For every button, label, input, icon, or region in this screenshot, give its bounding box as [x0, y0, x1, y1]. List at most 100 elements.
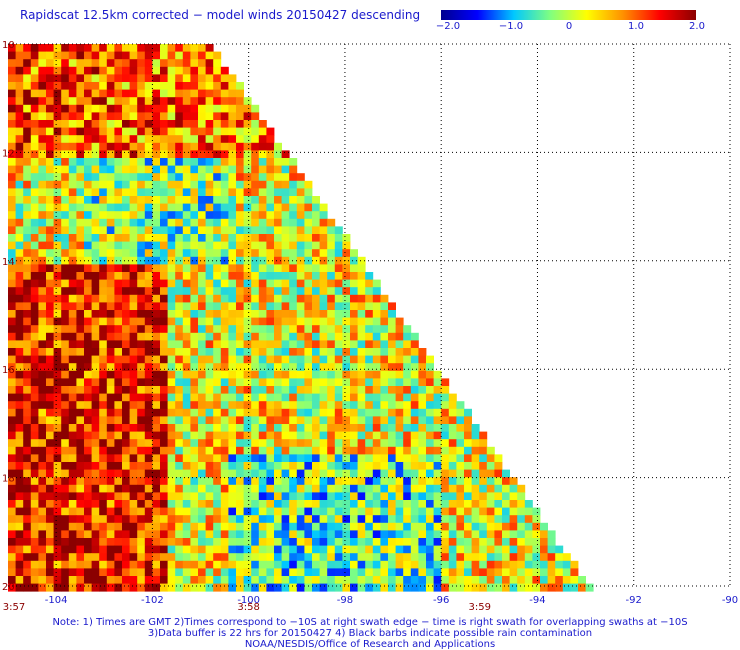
swath-cell	[327, 348, 336, 356]
swath-cell	[289, 302, 298, 311]
swath-cell	[448, 462, 457, 470]
swath-cell	[175, 416, 184, 425]
swath-time-label: 3:57	[3, 602, 25, 613]
swath-cell	[175, 454, 184, 463]
swath-cell	[106, 348, 115, 356]
swath-cell	[532, 583, 541, 592]
swath-cell	[144, 469, 153, 478]
swath-cell	[296, 241, 305, 250]
swath-cell	[395, 416, 404, 425]
swath-cell	[167, 51, 176, 60]
swath-cell	[426, 545, 434, 554]
swath-cell	[372, 355, 381, 364]
swath-cell	[319, 530, 328, 539]
swath-cell	[30, 530, 39, 539]
swath-cell	[91, 249, 100, 258]
swath-cell	[296, 515, 305, 524]
swath-cell	[15, 431, 24, 440]
swath-cell	[38, 462, 47, 470]
swath-cell	[61, 211, 70, 220]
swath-cell	[274, 378, 282, 387]
swath-cell	[152, 120, 161, 128]
swath-cell	[8, 576, 16, 584]
swath-cell	[258, 196, 267, 204]
swath-cell	[304, 241, 313, 250]
swath-cell	[334, 462, 343, 470]
swath-cell	[342, 256, 351, 265]
swath-cell	[243, 386, 252, 394]
swath-cell	[350, 500, 358, 508]
swath-cell	[106, 317, 115, 326]
swath-cell	[190, 348, 199, 356]
swath-cell	[76, 538, 85, 546]
swath-cell	[296, 439, 305, 448]
swath-cell	[448, 446, 457, 455]
swath-cell	[327, 462, 336, 470]
swath-cell	[274, 492, 282, 501]
swath-cell	[334, 340, 343, 349]
swath-cell	[198, 234, 206, 242]
swath-cell	[23, 492, 32, 501]
swath-cell	[357, 332, 366, 341]
swath-cell	[312, 431, 320, 440]
swath-cell	[281, 348, 290, 356]
swath-cell	[68, 424, 77, 432]
swath-cell	[342, 264, 351, 273]
swath-cell	[585, 583, 594, 592]
swath-cell	[182, 530, 191, 539]
swath-cell	[84, 484, 92, 493]
swath-cell	[122, 150, 130, 159]
swath-cell	[190, 378, 199, 387]
swath-cell	[236, 393, 244, 402]
swath-cell	[220, 507, 229, 516]
swath-cell	[274, 302, 282, 311]
swath-cell	[53, 226, 62, 235]
swath-cell	[266, 492, 275, 501]
swath-cell	[494, 530, 503, 539]
swath-cell	[190, 568, 199, 577]
swath-cell	[236, 112, 244, 121]
swath-cell	[61, 454, 70, 463]
swath-cell	[68, 211, 77, 220]
swath-cell	[30, 59, 39, 68]
swath-cell	[532, 576, 541, 584]
swath-cell	[137, 446, 146, 455]
swath-cell	[53, 287, 62, 296]
swath-cell	[228, 431, 237, 440]
swath-cell	[30, 180, 39, 189]
swath-cell	[30, 97, 39, 106]
swath-cell	[479, 431, 488, 440]
swath-cell	[61, 393, 70, 402]
swath-cell	[220, 469, 229, 478]
swath-cell	[464, 439, 472, 448]
swath-cell	[8, 477, 16, 486]
swath-cell	[251, 211, 260, 220]
swath-cell	[106, 560, 115, 569]
swath-cell	[365, 317, 374, 326]
swath-cell	[61, 51, 70, 60]
swath-cell	[350, 424, 358, 432]
swath-cell	[8, 196, 16, 204]
swath-cell	[182, 89, 191, 98]
swath-cell	[266, 348, 275, 356]
swath-cell	[220, 226, 229, 235]
swath-cell	[304, 249, 313, 258]
swath-cell	[106, 218, 115, 227]
swath-cell	[152, 165, 161, 174]
swath-cell	[524, 545, 533, 554]
swath-cell	[220, 560, 229, 569]
swath-cell	[46, 416, 54, 425]
swath-cell	[76, 446, 85, 455]
swath-cell	[190, 553, 199, 562]
swath-cell	[182, 469, 191, 478]
swath-cell	[372, 507, 381, 516]
swath-cell	[144, 97, 153, 106]
swath-cell	[68, 507, 77, 516]
swath-cell	[190, 340, 199, 349]
swath-cell	[30, 226, 39, 235]
swath-cell	[403, 378, 412, 387]
swath-cell	[236, 431, 244, 440]
swath-cell	[46, 44, 54, 52]
swath-cell	[30, 416, 39, 425]
swath-cell	[319, 408, 328, 417]
